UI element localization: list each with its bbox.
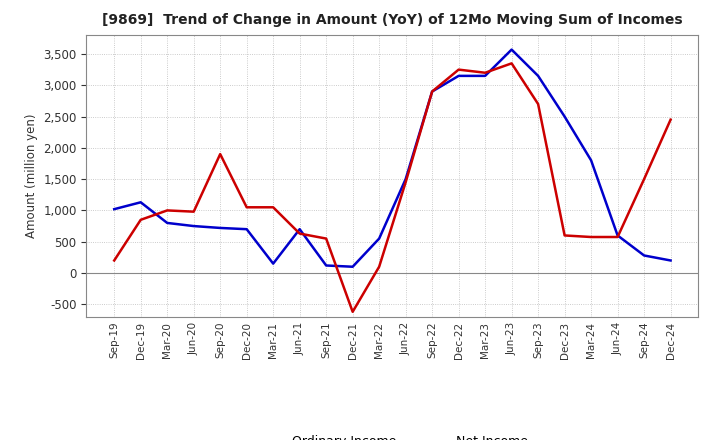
- Ordinary Income: [295, 227, 304, 232]
- Ordinary Income: [613, 233, 622, 238]
- Ordinary Income: [666, 258, 675, 263]
- Ordinary Income: [481, 73, 490, 78]
- Net Income: [375, 264, 384, 269]
- Title: [9869]  Trend of Change in Amount (YoY) of 12Mo Moving Sum of Incomes: [9869] Trend of Change in Amount (YoY) o…: [102, 13, 683, 27]
- Net Income: [481, 70, 490, 75]
- Ordinary Income: [322, 263, 330, 268]
- Ordinary Income: [508, 47, 516, 52]
- Ordinary Income: [401, 176, 410, 182]
- Ordinary Income: [269, 261, 277, 266]
- Ordinary Income: [189, 224, 198, 229]
- Net Income: [163, 208, 171, 213]
- Net Income: [348, 309, 357, 315]
- Net Income: [587, 235, 595, 240]
- Ordinary Income: [136, 200, 145, 205]
- Ordinary Income: [587, 158, 595, 163]
- Net Income: [110, 258, 119, 263]
- Ordinary Income: [216, 225, 225, 231]
- Ordinary Income: [534, 73, 542, 78]
- Ordinary Income: [428, 89, 436, 94]
- Ordinary Income: [110, 206, 119, 212]
- Net Income: [136, 217, 145, 223]
- Net Income: [243, 205, 251, 210]
- Ordinary Income: [163, 220, 171, 226]
- Net Income: [666, 117, 675, 122]
- Ordinary Income: [348, 264, 357, 269]
- Ordinary Income: [243, 227, 251, 232]
- Net Income: [454, 67, 463, 72]
- Y-axis label: Amount (million yen): Amount (million yen): [24, 114, 37, 238]
- Net Income: [613, 235, 622, 240]
- Ordinary Income: [454, 73, 463, 78]
- Net Income: [640, 176, 649, 182]
- Line: Ordinary Income: Ordinary Income: [114, 50, 670, 267]
- Ordinary Income: [640, 253, 649, 258]
- Net Income: [189, 209, 198, 214]
- Net Income: [534, 101, 542, 106]
- Net Income: [508, 61, 516, 66]
- Net Income: [401, 180, 410, 185]
- Net Income: [216, 151, 225, 157]
- Line: Net Income: Net Income: [114, 63, 670, 312]
- Net Income: [322, 236, 330, 241]
- Net Income: [560, 233, 569, 238]
- Ordinary Income: [560, 114, 569, 119]
- Net Income: [295, 231, 304, 236]
- Legend: Ordinary Income, Net Income: Ordinary Income, Net Income: [252, 430, 533, 440]
- Ordinary Income: [375, 236, 384, 241]
- Net Income: [428, 89, 436, 94]
- Net Income: [269, 205, 277, 210]
